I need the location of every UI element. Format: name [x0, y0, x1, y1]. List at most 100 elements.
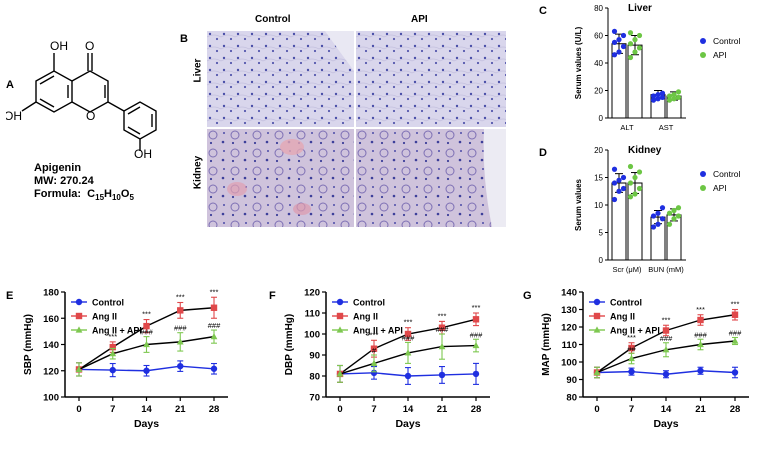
chart-c-point [627, 30, 634, 36]
chart-d-ytick-label: 10 [594, 201, 603, 210]
chart-f-sig-api: # [372, 346, 377, 355]
chart-g-xlabel: Days [653, 418, 678, 430]
chart-d-legend-label: API [713, 183, 727, 193]
chart-g-ytick-label: 80 [566, 393, 577, 404]
chart-f-sig-api: ### [402, 333, 415, 342]
chart-e-point [210, 365, 218, 372]
chart-d-kidney: Kidney 0 5 10 15 20 Serum values Scr (μM) BUN (m… [574, 145, 741, 274]
chart-f-point [404, 372, 412, 380]
chart-c-point [666, 97, 673, 103]
chart-d-point [632, 174, 638, 181]
atom-o-ring: O [86, 109, 95, 123]
chart-c-ytick-label: 60 [594, 32, 603, 41]
chart-f-point [370, 369, 378, 377]
chart-d-point [620, 185, 627, 192]
chart-g-xtick-label: 28 [730, 404, 741, 415]
chart-e-sig-angii: *** [108, 332, 117, 341]
chart-d-point [650, 213, 657, 219]
hist-row-liver: Liver [192, 58, 204, 83]
compound-formula-row: Formula: C15H10O5 [34, 188, 134, 202]
chart-e-sbp: 100 120 140 160 180 0 7 14 21 28 Days SBP (mmHg) ***… [23, 287, 228, 430]
chart-d-point [632, 191, 638, 197]
chart-g-xtick-label: 21 [695, 404, 706, 415]
chart-c-point [616, 49, 622, 55]
chart-e-point [143, 340, 150, 348]
chart-c-point [611, 28, 618, 34]
chart-e-sig-api: ### [140, 328, 153, 337]
chart-d-legend-label: Control [713, 169, 741, 179]
chart-f-point [472, 341, 480, 349]
chart-c-ytick-label: 0 [599, 114, 604, 123]
chart-e-ylabel: SBP (mmHg) [23, 314, 34, 375]
chart-c-ytick-label: 80 [594, 4, 603, 13]
chart-f-sig-angii: *** [472, 303, 481, 312]
chart-g-point [628, 368, 635, 375]
chart-c-point [675, 89, 682, 95]
chart-e-sig-api: ### [208, 321, 221, 330]
chart-e-ytick-label: 140 [43, 340, 59, 351]
chart-d-point [611, 196, 618, 203]
chart-g-xtick-label: 0 [594, 404, 599, 415]
chart-c-point [659, 90, 666, 96]
chart-c-point [655, 92, 661, 98]
chart-e-ytick-label: 100 [43, 393, 59, 404]
chart-e-xtick-label: 28 [209, 404, 220, 415]
chart-e-point [177, 362, 184, 370]
chart-f-ytick-label: 80 [309, 372, 320, 383]
chart-c-point [655, 96, 661, 102]
chart-g-legend-label: Control [610, 298, 642, 308]
histology-liver-api [356, 31, 506, 127]
chart-f-sig-api: ### [436, 325, 449, 334]
chart-e-ytick-label: 180 [43, 288, 59, 299]
chart-f-ytick-label: 110 [305, 309, 320, 320]
chart-g-ylabel: MAP (mmHg) [541, 313, 552, 376]
chart-f-ytick-label: 100 [304, 330, 320, 341]
chart-f-ytick-label: 90 [309, 351, 320, 362]
panel-letter-e: E [6, 290, 14, 302]
chart-e-point [143, 322, 150, 330]
chart-f-sig-angii: *** [438, 311, 447, 320]
chart-c-legend-marker [700, 52, 706, 58]
chart-f-point [438, 371, 446, 379]
chart-e-point [143, 367, 150, 374]
chart-c-point [671, 92, 677, 98]
histology-liver-control [207, 31, 354, 127]
chart-g-point [662, 371, 670, 378]
chart-d-point [666, 221, 673, 227]
chart-g-legend-label: Ang II + API [610, 326, 660, 336]
chart-c-point [611, 39, 618, 45]
chart-e-legend-label: Control [92, 298, 124, 308]
chart-d-point [616, 177, 622, 183]
chart-g-sig-api: ## [627, 344, 636, 353]
chart-f-point [438, 324, 446, 331]
chart-d-point [636, 169, 643, 175]
chart-d-point [659, 205, 666, 211]
chart-d-point [650, 224, 657, 230]
chart-d-ytick-label: 5 [599, 229, 604, 238]
chart-f-xtick-label: 21 [437, 404, 448, 415]
chart-d-point [620, 174, 627, 181]
chart-c-xtick-label: ALT [620, 123, 634, 132]
chart-f-point [404, 349, 412, 356]
formula-label: Formula: [34, 188, 82, 200]
chart-c-point [671, 96, 677, 102]
chart-e-xtick-label: 0 [76, 404, 81, 415]
chart-d-point [636, 185, 643, 192]
chart-c-point [666, 93, 673, 99]
chart-d-ytick-label: 0 [599, 256, 604, 265]
chart-c-point [620, 43, 627, 50]
hist-row-kidney: Kidney [192, 155, 204, 190]
chart-e-point [176, 338, 184, 345]
chart-e-xtick-label: 7 [110, 404, 115, 415]
chart-g-point [697, 340, 704, 348]
chart-d-ytick-label: 20 [594, 146, 603, 155]
chart-f-sig-api: ### [470, 330, 483, 339]
chart-g-legend-marker [593, 326, 601, 333]
panel-letter-a: A [6, 79, 14, 91]
compound-name: Apigenin [34, 162, 82, 174]
chart-d-xtick-label: Scr (μM) [613, 265, 642, 274]
chart-e-point [109, 366, 116, 374]
chart-f-ylabel: DBP (mmHg) [284, 314, 295, 375]
chart-e-sig-angii: *** [142, 310, 151, 319]
chart-f-xlabel: Days [395, 418, 420, 430]
